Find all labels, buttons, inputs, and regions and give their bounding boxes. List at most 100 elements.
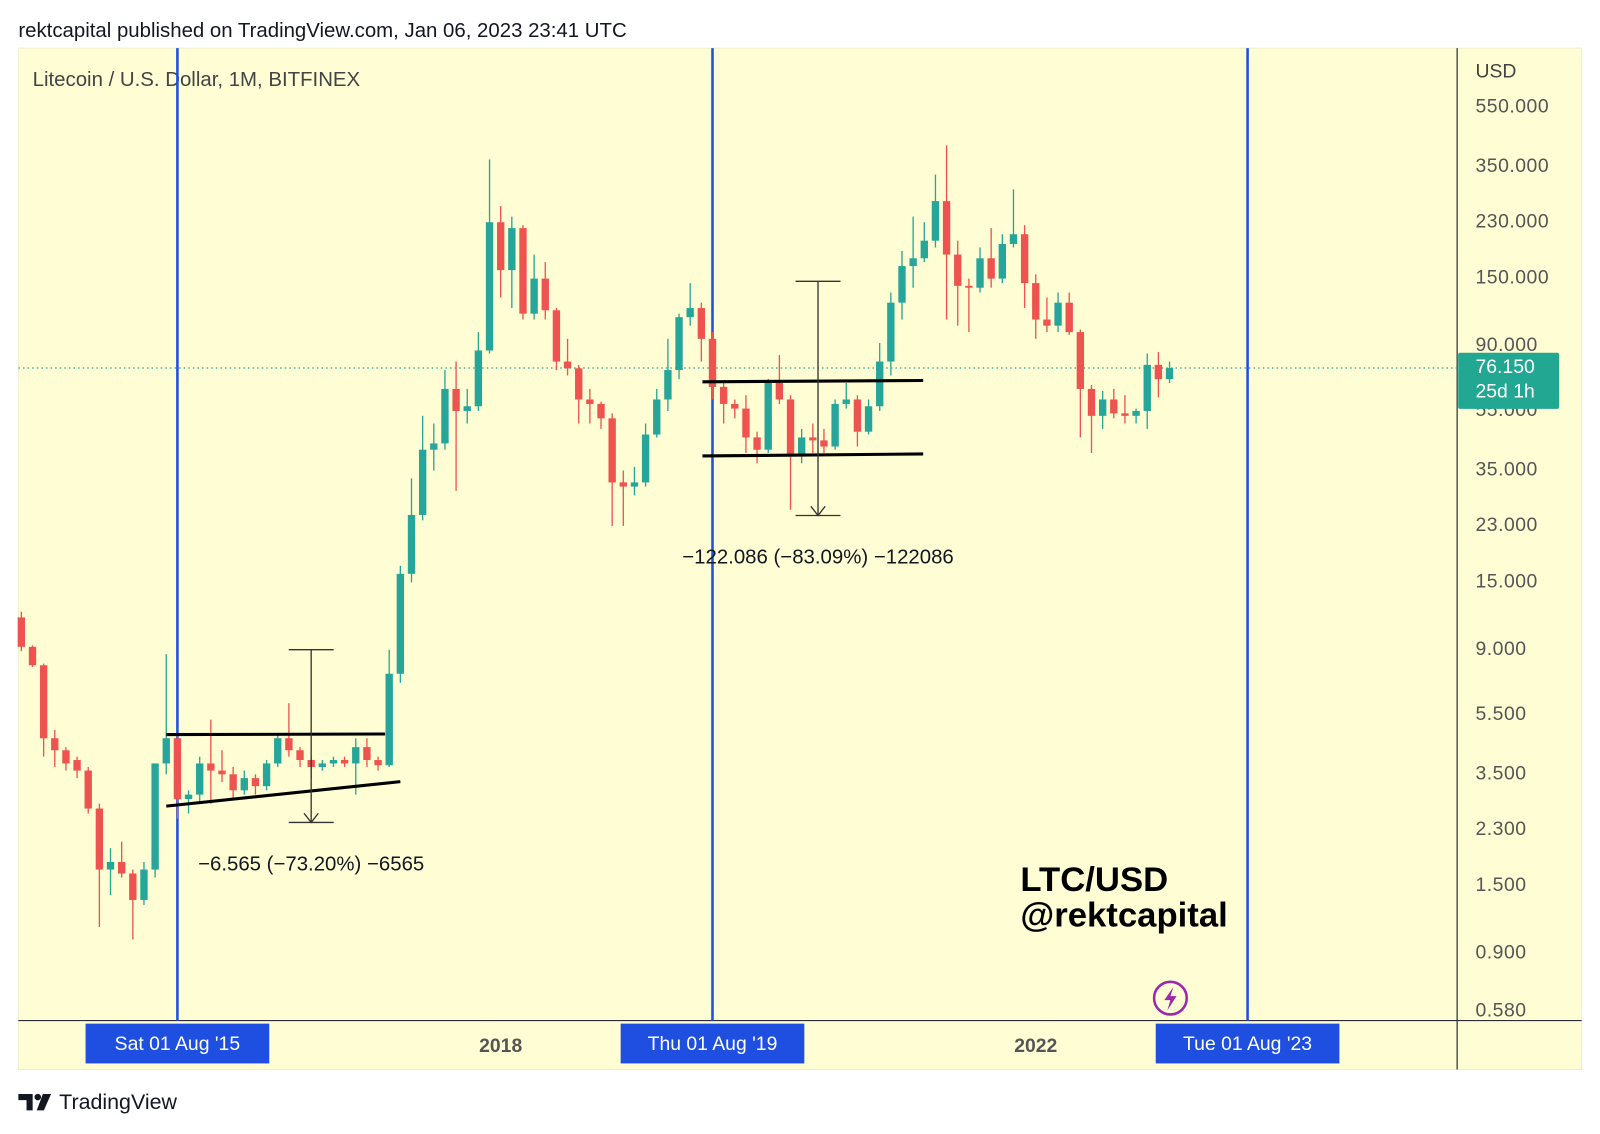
y-tick-label: 1.500 xyxy=(1476,874,1527,896)
candle-body xyxy=(909,258,917,267)
tradingview-logo xyxy=(18,1093,52,1111)
candle-body xyxy=(240,778,248,791)
candle-body xyxy=(876,361,884,407)
candle-body xyxy=(374,760,382,766)
candle-body xyxy=(140,869,148,900)
candle-body xyxy=(441,388,449,444)
measure-label: −6.565 (−73.20%) −6565 xyxy=(198,854,424,876)
candle-body xyxy=(106,862,115,870)
candle-body xyxy=(508,228,516,271)
candle-body xyxy=(597,403,605,419)
candle-body xyxy=(318,763,327,767)
candle-body xyxy=(497,222,505,271)
y-tick-label: 15.000 xyxy=(1476,570,1538,592)
y-tick-label: 23.000 xyxy=(1476,514,1538,536)
candle-body xyxy=(485,222,494,351)
y-tick-label: 90.000 xyxy=(1476,334,1538,356)
candle-body xyxy=(407,514,416,574)
candle-body xyxy=(463,406,471,411)
candle-body xyxy=(653,399,661,435)
candle-body xyxy=(1110,399,1118,414)
candle-body xyxy=(162,738,170,764)
candle-body xyxy=(1165,368,1174,380)
trend-line xyxy=(166,780,401,808)
date-marker-badge xyxy=(1155,1023,1340,1064)
x-tick-label: 2022 xyxy=(1014,1035,1057,1057)
y-tick-label: 2.300 xyxy=(1476,818,1527,840)
y-tick-label: 350.000 xyxy=(1476,155,1550,177)
candle-body xyxy=(51,738,59,751)
candle-body xyxy=(831,403,839,447)
candle-body xyxy=(274,738,282,764)
candle-body xyxy=(229,774,237,791)
candle-body xyxy=(207,763,215,771)
candle-body xyxy=(619,482,627,487)
y-tick-label: 35.000 xyxy=(1476,459,1538,481)
candle-body xyxy=(1132,410,1140,416)
y-tick-label: 550.000 xyxy=(1476,95,1550,117)
chart-area xyxy=(17,47,1583,1071)
candle-body xyxy=(196,763,204,795)
candle-body xyxy=(942,201,951,255)
candle-body xyxy=(697,308,706,339)
candle-body xyxy=(753,437,761,450)
candle-body xyxy=(1043,319,1051,326)
candle-body xyxy=(184,794,193,800)
candle-body xyxy=(742,408,750,438)
trend-line xyxy=(702,452,924,458)
y-tick-label: 3.500 xyxy=(1476,762,1527,784)
candle-body xyxy=(764,382,772,450)
candle-body xyxy=(285,738,293,751)
candle-body xyxy=(797,437,806,457)
candle-body xyxy=(173,738,182,800)
candle-body xyxy=(931,201,940,241)
candle-body xyxy=(1020,234,1029,284)
candle-body xyxy=(786,399,795,457)
candle-body xyxy=(575,368,583,400)
candle-body xyxy=(954,254,962,286)
y-tick-label: 150.000 xyxy=(1476,267,1550,289)
date-marker-label: Tue 01 Aug '23 xyxy=(1183,1033,1312,1055)
candle-body xyxy=(418,449,427,515)
y-tick-label: 5.500 xyxy=(1476,703,1527,725)
last-price-badge xyxy=(1458,352,1560,409)
y-tick-label: 9.000 xyxy=(1476,638,1527,660)
candle-body xyxy=(853,399,862,432)
candle-body xyxy=(686,308,694,318)
candle-body xyxy=(775,382,784,400)
candle-body xyxy=(1054,302,1062,326)
candle-body xyxy=(731,403,739,409)
date-marker-badge xyxy=(85,1023,270,1064)
candle-body xyxy=(218,770,226,775)
candle-body xyxy=(1087,388,1096,416)
candle-body xyxy=(396,573,405,674)
measure-label: −122.086 (−83.09%) −122086 xyxy=(682,547,954,569)
candle-body xyxy=(809,437,817,441)
y-tick-label: 0.580 xyxy=(1476,1000,1527,1022)
candle-body xyxy=(1009,234,1018,245)
watermark-text: @rektcapital xyxy=(1020,897,1227,935)
candle-body xyxy=(820,440,828,447)
candle-body xyxy=(1032,283,1040,320)
lightning-icon xyxy=(1152,980,1189,1016)
publish-header: rektcapital published on TradingView.com… xyxy=(18,20,626,42)
candle-body xyxy=(898,266,906,303)
candle-body xyxy=(452,388,460,411)
candle-body xyxy=(719,386,728,404)
y-tick-label: 0.900 xyxy=(1476,942,1527,964)
candle-body xyxy=(1121,413,1129,416)
candle-body xyxy=(430,443,438,450)
candle-body xyxy=(340,760,349,764)
candle-body xyxy=(842,399,850,404)
currency-label: USD xyxy=(1476,61,1517,83)
candle-body xyxy=(1076,332,1085,389)
candle-body xyxy=(541,278,549,311)
date-marker-label: Sat 01 Aug '15 xyxy=(115,1033,240,1055)
watermark-text: LTC/USD xyxy=(1020,861,1168,899)
candle-body xyxy=(329,760,338,764)
candle-body xyxy=(864,406,873,432)
trend-line xyxy=(702,378,924,384)
candle-body xyxy=(474,350,483,407)
candle-body xyxy=(608,418,616,483)
